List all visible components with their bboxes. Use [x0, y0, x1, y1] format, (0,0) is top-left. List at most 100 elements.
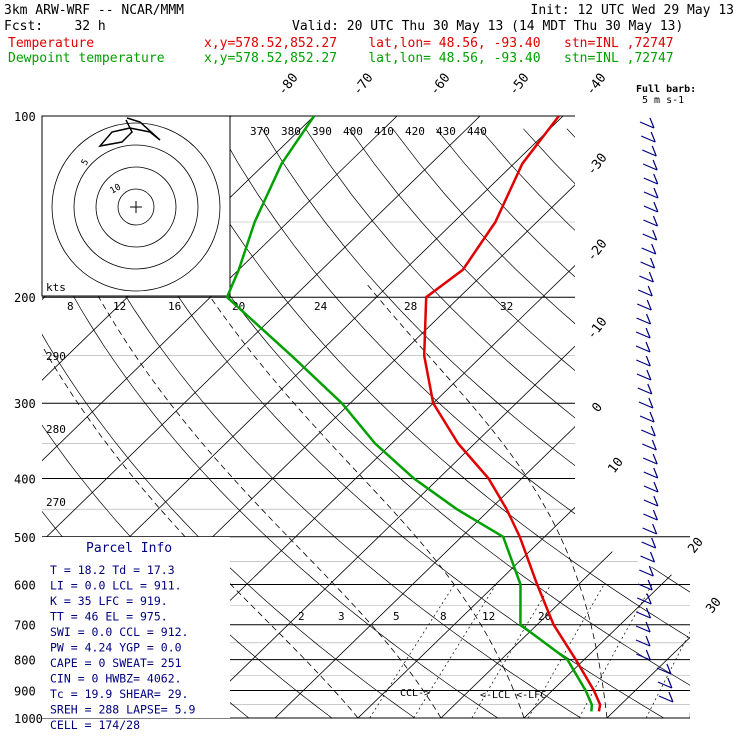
- isotherm-label: 30: [703, 595, 724, 617]
- pressure-label-700: 700: [14, 619, 36, 633]
- wind-barb: [643, 205, 659, 213]
- pressure-label-1000: 1000: [14, 712, 43, 726]
- isotherm-label: 10: [605, 455, 626, 477]
- wind-barb: [642, 233, 657, 241]
- isotherm--60: [42, 116, 592, 718]
- pressure-label-300: 300: [14, 397, 36, 411]
- theta-label: 430: [436, 125, 456, 138]
- wind-barb: [657, 681, 673, 689]
- mixing-ratio-label: 2: [298, 610, 305, 623]
- wind-barbs: Full barb:5 m s-1: [635, 84, 696, 703]
- mixing-ratio-label: 3: [338, 610, 345, 623]
- pressure-label-900: 900: [14, 684, 36, 698]
- wind-barb: [639, 569, 654, 577]
- dry-adiabat-380: [435, 128, 690, 718]
- dry-adiabat-420: [610, 128, 690, 718]
- moist-adiabat-0: [90, 283, 442, 718]
- pressure-label-500: 500: [14, 531, 36, 545]
- wind-barb: [656, 667, 672, 675]
- temperature-location: x,y=578.52,852.27 lat,lon= 48.56, -93.40…: [204, 36, 674, 51]
- wind-barb: [636, 317, 651, 325]
- model-title: 3km ARW-WRF -- NCAR/MMM: [4, 3, 185, 18]
- forecast-hour: Fcst: 32 h: [4, 19, 106, 34]
- parcel-row: PW = 4.24 YGP = 0.0: [50, 641, 182, 655]
- dry-adiabat-410: [566, 128, 690, 718]
- dry-adiabat-430: [653, 128, 690, 718]
- isotherm-label: -10: [584, 315, 610, 343]
- dry-adiabat-320: [174, 128, 690, 718]
- isotherm-label: 20: [685, 535, 706, 557]
- isotherm--90: [42, 116, 343, 718]
- wind-barb: [639, 121, 655, 129]
- hodograph-ring-0: [117, 188, 155, 226]
- wind-barb-units: 5 m s-1: [642, 95, 684, 106]
- wind-barb: [636, 653, 651, 661]
- wind-barb: [641, 429, 656, 437]
- theta-low-label: 270: [46, 496, 66, 509]
- isotherm--10: [344, 116, 690, 718]
- theta-label: 410: [374, 125, 394, 138]
- hodograph-ring-1: [95, 166, 177, 248]
- hodograph-units: kts: [46, 281, 66, 294]
- hodograph-inner-label: 10: [109, 183, 123, 197]
- dry-adiabat-330: [218, 128, 690, 718]
- wind-barb: [638, 401, 654, 409]
- wind-barb: [643, 485, 659, 493]
- hodograph-ring-2: [73, 144, 199, 270]
- moist-adiabat-20: [366, 283, 608, 718]
- wind-barb: [643, 177, 658, 185]
- wind-barb: [639, 415, 655, 423]
- wind-barb: [635, 625, 651, 633]
- dry-adiabat-390: [479, 128, 690, 718]
- wind-barb: [641, 247, 656, 255]
- wind-barb: [643, 513, 658, 521]
- wind-barb: [636, 373, 652, 381]
- pressure-label-200: 200: [14, 291, 36, 305]
- lcl-lfc-marker: <-LCL <-LFC: [480, 690, 546, 701]
- isotherm-20: [593, 116, 690, 718]
- wind-barb: [642, 163, 658, 171]
- wind-barb: [658, 695, 674, 703]
- temperature-legend: Temperature: [8, 36, 95, 51]
- wind-barb: [642, 457, 658, 465]
- wind-barb: [643, 219, 658, 227]
- dry-adiabat-300: [87, 128, 686, 718]
- isotherm-label: -60: [427, 71, 453, 99]
- isotherm-label: -80: [275, 71, 301, 99]
- pressure-label-100: 100: [14, 110, 36, 124]
- hodograph-ring-label: 28: [404, 300, 417, 313]
- wind-barb: [637, 387, 653, 395]
- wind-barb: [642, 149, 657, 157]
- parcel-row: K = 35 LFC = 919.: [50, 594, 168, 608]
- theta-label: 440: [467, 125, 487, 138]
- ccl-marker: CCL->: [400, 688, 430, 699]
- parcel-row: CAPE = 0 SWEAT= 251: [50, 656, 182, 670]
- wind-barb: [636, 597, 652, 605]
- dry-adiabat-440: [698, 129, 740, 731]
- parcel-row: SWI = 0.0 CCL = 912.: [50, 625, 188, 639]
- wind-barb: [643, 499, 659, 507]
- wind-barb: [637, 303, 652, 311]
- wind-barb: [637, 289, 653, 297]
- wind-barb: [643, 191, 659, 199]
- isotherm-0: [427, 116, 690, 718]
- parcel-row: CELL = 174/28: [50, 718, 140, 732]
- isotherm--30: [178, 116, 690, 718]
- wind-barb: [641, 541, 656, 549]
- mixing-ratio-5: [471, 584, 552, 718]
- dry-adiabat-290: [43, 128, 602, 718]
- hodograph: kts 10 5: [41, 115, 231, 297]
- isotherm-label: -20: [584, 237, 610, 265]
- wind-barb: [635, 331, 651, 339]
- theta-label: 420: [405, 125, 425, 138]
- isotherm-10: [510, 116, 690, 718]
- isotherm-label: 0: [589, 400, 606, 415]
- hodograph-ring-label: 32: [500, 300, 513, 313]
- dewpoint-profile: [225, 116, 594, 712]
- wind-barb: [639, 275, 654, 283]
- hodograph-trace: [98, 117, 161, 148]
- pressure-label-600: 600: [14, 578, 36, 592]
- parcel-row: CIN = 0 HWBZ= 4062.: [50, 672, 182, 686]
- theta-label: 370: [250, 125, 270, 138]
- theta-low-label: 290: [46, 350, 66, 363]
